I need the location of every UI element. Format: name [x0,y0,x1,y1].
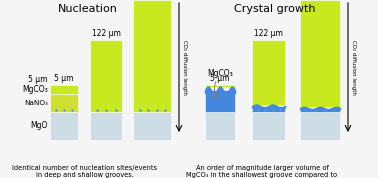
Bar [205,85,235,87]
Bar [300,0,340,107]
Bar [205,112,235,140]
Text: MgO: MgO [31,122,48,130]
Text: MgCO₃: MgCO₃ [22,85,48,94]
Text: 122 μm: 122 μm [91,29,121,38]
Text: 5 μm: 5 μm [210,74,230,83]
Text: 5 μm: 5 μm [28,75,48,84]
Text: CO₂ diffusion length: CO₂ diffusion length [182,40,187,95]
Bar [50,85,78,94]
Text: NaNO₃: NaNO₃ [24,100,48,106]
Bar [90,40,122,112]
Text: Identical number of nucleation sites/events
in deep and shallow grooves.: Identical number of nucleation sites/eve… [12,165,158,178]
Bar [300,108,340,112]
Bar [133,112,171,140]
Text: An order of magnitude larger volume of
MgCO₃ in the shallowest groove compared t: An order of magnitude larger volume of M… [186,165,338,178]
Text: CO₂ diffusion length: CO₂ diffusion length [351,40,356,95]
Text: 122 μm: 122 μm [254,29,283,38]
Bar [205,90,235,112]
Bar [133,0,171,112]
Bar [252,112,285,140]
Text: Nucleation: Nucleation [58,4,118,14]
Bar [252,106,285,112]
Bar [50,94,78,112]
Bar [252,40,285,104]
Text: MgCO₃: MgCO₃ [207,69,233,78]
Bar [90,112,122,140]
Text: Crystal growth: Crystal growth [234,4,316,14]
Bar [300,112,340,140]
Bar [50,112,78,140]
Text: 5 μm: 5 μm [54,74,74,83]
